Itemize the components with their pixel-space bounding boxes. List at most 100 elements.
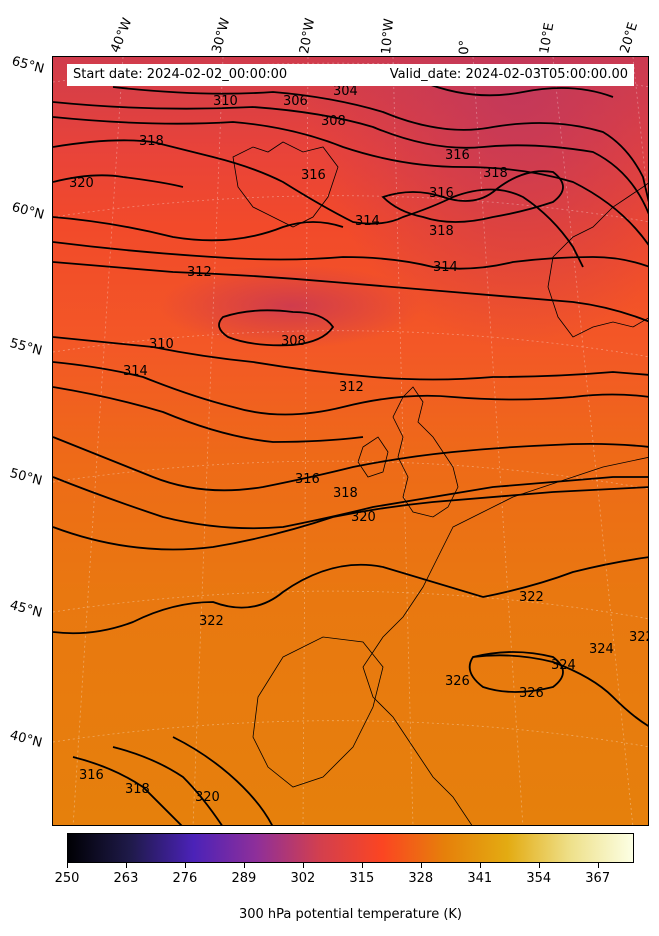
coastlines — [232, 141, 648, 825]
lat-label-50n: 50°N — [8, 466, 44, 489]
contour-label: 316 — [445, 148, 470, 163]
graticule-line — [552, 57, 634, 825]
lon-label-30w: 30°W — [209, 16, 234, 55]
colorbar-tick — [597, 863, 599, 868]
contour-316-south — [72, 756, 183, 825]
colorbar-tick-label: 276 — [172, 871, 198, 886]
coastline-norway — [547, 182, 648, 338]
graticule-line — [392, 57, 414, 825]
colorbar-tick — [361, 863, 363, 868]
colorbar-tick-label: 354 — [526, 871, 552, 886]
colorbar-tick-label: 315 — [349, 871, 375, 886]
contour-label: 318 — [139, 134, 164, 149]
coastline-britain — [392, 386, 459, 518]
colorbar-label: 300 hPa potential temperature (K) — [238, 907, 462, 922]
lon-label-40w: 40°W — [108, 16, 136, 55]
contour-312-mid — [53, 386, 364, 443]
contour-316-loop — [381, 170, 564, 223]
lon-label-20w: 20°W — [297, 17, 319, 55]
contour-320-north — [53, 174, 184, 188]
contour-label: 314 — [433, 260, 458, 275]
colorbar-tick — [302, 863, 304, 868]
colorbar-tick — [67, 863, 68, 868]
contour-label: 306 — [283, 94, 308, 109]
contours — [53, 74, 648, 825]
potential-temperature-map: 304 306 308 310 318 320 316 316 314 318 … — [53, 57, 649, 825]
contour-label: 322 — [519, 590, 544, 605]
colorbar-tick — [184, 863, 186, 868]
graticule-line — [472, 57, 524, 825]
contour-label: 322 — [199, 614, 224, 629]
contour-label: 310 — [213, 94, 238, 109]
colorbar-tick-label: 250 — [54, 871, 80, 886]
contour-label: 316 — [79, 768, 104, 783]
colorbar — [67, 833, 634, 863]
contour-310-mid — [53, 336, 648, 381]
graticule-line — [53, 460, 648, 490]
lon-label-10w: 10°W — [379, 17, 398, 55]
contour-316-mid — [53, 436, 648, 492]
contour-label: 318 — [125, 782, 150, 797]
lat-label-40n: 40°N — [8, 728, 44, 751]
date-info-box: Start date: 2024-02-02_00:00:00 Valid_da… — [67, 64, 634, 86]
contour-label: 320 — [69, 176, 94, 191]
lat-label-45n: 45°N — [8, 598, 44, 621]
lat-label-55n: 55°N — [8, 336, 44, 359]
graticule-line — [53, 330, 648, 358]
cold-anomaly-central — [93, 257, 533, 397]
contour-label: 312 — [187, 265, 212, 280]
contour-label: 318 — [483, 166, 508, 181]
graticule — [53, 57, 648, 825]
colorbar-tick — [420, 863, 422, 868]
contour-308 — [53, 101, 648, 215]
contour-314 — [53, 241, 648, 270]
lon-label-0: 0° — [457, 39, 473, 55]
colorbar-tick-label: 289 — [231, 871, 257, 886]
contour-label: 308 — [321, 114, 346, 129]
coastline-iberia — [252, 636, 384, 788]
map-panel[interactable]: 304 306 308 310 318 320 316 316 314 318 … — [52, 56, 649, 826]
graticule-line — [53, 195, 648, 223]
contour-label: 320 — [351, 510, 376, 525]
contour-label: 308 — [281, 334, 306, 349]
contour-labels: 304 306 308 310 318 320 316 316 314 318 … — [69, 84, 649, 805]
contour-label: 318 — [429, 224, 454, 239]
contour-label: 304 — [333, 84, 358, 99]
colorbar-tick — [125, 863, 127, 868]
contour-label: 316 — [429, 186, 454, 201]
contour-label: 322 — [629, 630, 649, 645]
colorbar-tick-label: 341 — [467, 871, 493, 886]
contour-label: 320 — [195, 790, 220, 805]
contour-312 — [53, 261, 648, 323]
coastline-iceland — [232, 141, 339, 228]
colorbar-tick — [243, 863, 245, 868]
lon-label-10e: 10°E — [537, 21, 558, 56]
contour-label: 316 — [295, 472, 320, 487]
coastline-ireland — [357, 436, 389, 478]
colorbar-tick — [479, 863, 481, 868]
graticule-line — [72, 57, 124, 825]
lon-label-20e: 20°E — [617, 20, 642, 55]
graticule-line — [53, 590, 648, 620]
contour-308-cell — [218, 309, 335, 347]
coastline-continent — [362, 457, 648, 825]
contour-label: 326 — [519, 686, 544, 701]
cold-anomaly-north — [53, 57, 648, 825]
lat-label-65n: 65°N — [10, 54, 46, 77]
contour-label: 324 — [589, 642, 614, 657]
contour-310 — [53, 116, 648, 246]
colorbar-tick-label: 302 — [290, 871, 316, 886]
colorbar-tick — [538, 863, 540, 868]
start-date-label: Start date: 2024-02-02_00:00:00 — [73, 67, 288, 82]
contour-326 — [468, 651, 564, 693]
contour-316-west — [53, 216, 344, 242]
valid-date-label: Valid_date: 2024-02-03T05:00:00.00 — [389, 67, 628, 82]
graticule-line — [53, 720, 648, 748]
contour-label: 314 — [123, 364, 148, 379]
contour-318-north — [53, 139, 584, 268]
graticule-line — [192, 57, 224, 825]
contour-label: 318 — [333, 486, 358, 501]
lat-label-60n: 60°N — [10, 200, 46, 223]
colorbar-tick-label: 328 — [408, 871, 434, 886]
contour-324 — [472, 654, 648, 727]
